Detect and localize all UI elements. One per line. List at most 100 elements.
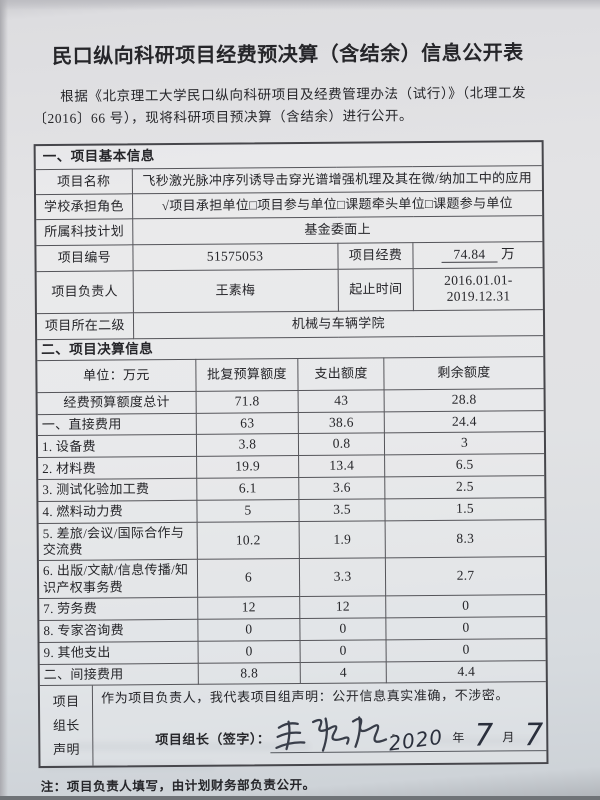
approved-value: 0 <box>197 640 301 663</box>
role-label: 学校承担角色 <box>36 193 133 220</box>
col-header-spent: 支出额度 <box>297 358 385 391</box>
declaration-side-cell: 项目 组长 声明 <box>39 686 94 767</box>
remaining-value: 6.5 <box>384 453 545 477</box>
approved-value: 6 <box>197 558 300 598</box>
row-label: 1. 设备费 <box>37 434 197 458</box>
fund-value-cell: 74.84 万 <box>413 241 543 269</box>
photo-edge-bottom <box>0 796 600 800</box>
remaining-value: 2.5 <box>384 475 545 499</box>
approved-value: 6.1 <box>196 477 299 501</box>
table-row: 项目名称 飞秒激光脉冲序列诱导击穿光谱增强机理及其在微/纳加工中的应用 <box>35 165 542 195</box>
row-label: 6. 出版/文献/信息传播/知识产权事务费 <box>38 559 198 599</box>
spent-value: 3.6 <box>298 476 386 500</box>
approved-value: 63 <box>196 412 299 435</box>
remaining-value: 28.8 <box>384 388 544 412</box>
approved-value: 10.2 <box>196 521 300 560</box>
remaining-value: 0 <box>385 594 546 618</box>
row-label: 4. 燃料动力费 <box>38 500 197 524</box>
approved-value: 3.8 <box>196 433 299 457</box>
spent-value: 12 <box>299 595 386 619</box>
col-header-unit: 单位：万元 <box>37 359 196 393</box>
period-value: 2016.01.01-2019.12.31 <box>413 267 543 311</box>
bleedthrough-mark <box>45 762 215 770</box>
approved-value: 71.8 <box>195 390 299 413</box>
row-label: 5. 差旅/会议/国际合作与交流费 <box>38 522 198 561</box>
col-header-remaining: 剩余额度 <box>383 356 544 390</box>
project-name-value: 飞秒激光脉冲序列诱导击穿光谱增强机理及其在微/纳加工中的应用 <box>131 165 542 194</box>
remaining-value: 2.7 <box>385 556 546 596</box>
footnote: 注：项目负责人填写，由计划财务部负责公开。 <box>40 778 316 795</box>
fund-unit: 万 <box>501 245 515 262</box>
remaining-value: 3 <box>384 431 545 456</box>
side-label-line: 项目 <box>52 694 80 710</box>
declaration-statement: 作为项目负责人，我代表项目组声明：公开信息真实准确，不涉密。 <box>101 687 510 706</box>
table-row: 学校承担角色 √项目承担单位□项目参与单位□课题牵头单位□课题参与单位 <box>36 190 543 220</box>
role-checkbox-value: √项目承担单位□项目参与单位□课题牵头单位□课题参与单位 <box>132 190 543 220</box>
project-name-label: 项目名称 <box>35 168 133 195</box>
row-label: 3. 测试化验加工费 <box>38 478 197 502</box>
approved-value: 0 <box>197 618 301 641</box>
spent-value: 4 <box>300 661 387 684</box>
budget-header-row: 单位：万元 批复预算额度 支出额度 剩余额度 <box>37 356 544 393</box>
row-label: 7. 劳务费 <box>39 597 198 621</box>
approved-value: 8.8 <box>198 662 301 685</box>
row-label: 二、间接费用 <box>39 662 199 686</box>
row-label: 一、直接费用 <box>37 412 197 436</box>
fund-label: 项目经费 <box>337 242 414 269</box>
photo-edge-left <box>0 0 8 800</box>
project-code-label: 项目编号 <box>36 244 133 272</box>
spent-value: 0 <box>299 617 387 641</box>
bleedthrough-mark <box>420 737 540 745</box>
remaining-value: 24.4 <box>384 410 544 434</box>
remaining-value: 1.5 <box>385 497 545 521</box>
spent-value: 3.5 <box>298 498 386 522</box>
plan-label: 所属科技计划 <box>36 219 133 246</box>
period-label: 起止时间 <box>337 268 414 312</box>
intro-paragraph: 根据《北京理工大学民口纵向科研项目及经费管理办法（试行）》（北理工发〔2016〕… <box>33 85 527 126</box>
handwritten-signature <box>275 715 388 752</box>
leader-value: 王素梅 <box>132 268 338 314</box>
signature-row: 项目组长（签字）： <box>101 707 547 755</box>
row-label: 8. 专家咨询费 <box>39 619 198 643</box>
photo-edge-top <box>0 0 600 10</box>
bleedthrough-mark <box>75 742 310 751</box>
budget-row-publication: 6. 出版/文献/信息传播/知识产权事务费 6 3.3 2.7 <box>38 556 546 599</box>
row-label: 2. 材料费 <box>38 456 197 480</box>
table-row: 项目所在二级 机械与车辆学院 <box>36 309 544 340</box>
form-table: 一、项目基本信息 项目名称 飞秒激光脉冲序列诱导击穿光谱增强机理及其在微/纳加工… <box>33 140 549 769</box>
row-label: 经费预算额度总计 <box>37 390 197 415</box>
spent-value: 1.9 <box>299 520 386 559</box>
approved-value: 5 <box>196 499 300 523</box>
page-title: 民口纵向科研项目经费预决算（含结余）信息公开表 <box>52 42 524 68</box>
unit-label: 项目所在二级 <box>36 313 134 340</box>
project-code-value: 51575053 <box>132 242 338 271</box>
spent-value: 3.3 <box>299 558 386 597</box>
spent-value: 43 <box>298 389 385 413</box>
remaining-value: 8.3 <box>385 519 545 559</box>
table-row: 所属科技计划 基金委面上 <box>36 215 543 246</box>
col-header-approved: 批复预算额度 <box>195 358 299 391</box>
scan-speck <box>392 734 395 737</box>
spent-value: 0.8 <box>298 433 385 456</box>
signature-line: 王素梅 2020 年 7 月 7 日 <box>270 707 547 755</box>
leader-label: 项目负责人 <box>36 270 134 314</box>
budget-table: 二、项目决算信息 单位：万元 批复预算额度 支出额度 剩余额度 经费预算额度总计… <box>37 335 546 687</box>
remaining-value: 0 <box>386 638 546 662</box>
remaining-value: 0 <box>385 616 546 640</box>
declaration-body-cell: 作为项目负责人，我代表项目组声明：公开信息真实准确，不涉密。 项目组长（签字）： <box>92 682 547 767</box>
declaration-table: 项目 组长 声明 作为项目负责人，我代表项目组声明：公开信息真实准确，不涉密。 … <box>39 682 547 767</box>
basic-info-table: 一、项目基本信息 项目名称 飞秒激光脉冲序列诱导击穿光谱增强机理及其在微/纳加工… <box>35 142 544 340</box>
side-label-line: 组长 <box>52 717 80 734</box>
row-label: 9. 其他支出 <box>39 640 199 665</box>
spent-value: 0 <box>300 639 387 663</box>
approved-value: 12 <box>197 596 300 620</box>
approved-value: 19.9 <box>196 455 299 479</box>
plan-value: 基金委面上 <box>132 215 543 245</box>
remaining-value: 4.4 <box>386 660 546 684</box>
table-row: 项目编号 51575053 项目经费 74.84 万 <box>36 241 543 272</box>
spent-value: 38.6 <box>298 411 385 434</box>
unit-value: 机械与车辆学院 <box>133 309 544 339</box>
budget-row-travel: 5. 差旅/会议/国际合作与交流费 10.2 1.9 8.3 <box>38 519 545 561</box>
